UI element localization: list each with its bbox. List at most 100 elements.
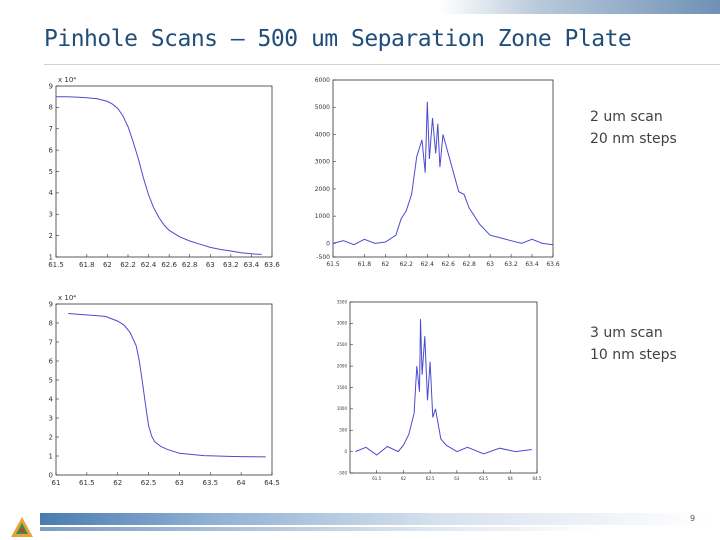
x-tick-label: 62 (103, 261, 112, 269)
exponent-label: x 10⁴ (58, 294, 76, 302)
y-tick-label: 5 (49, 376, 53, 384)
chart-3um-derivative: 61.5 62 62.5 63 63.5 64 64.5 -500 0 500 1000 1500 20… (337, 299, 542, 481)
y-tick-label: 3000 (315, 159, 330, 166)
x-tick-label: 61.5 (48, 261, 64, 269)
x-tick-label: 64.5 (533, 476, 542, 481)
y-tick-label: 3000 (337, 321, 348, 326)
footer-accent-bar (40, 513, 710, 525)
x-tick-label: 64 (237, 479, 246, 487)
y-tick-label: 2 (49, 232, 53, 240)
series-line (68, 313, 266, 458)
x-tick-label: 61.5 (326, 261, 340, 268)
x-tick-label: 62 (382, 261, 390, 268)
y-tick-label: 9 (49, 300, 53, 308)
series-line (332, 101, 554, 246)
x-tick-label: 62.6 (442, 261, 456, 268)
y-tick-label: 2 (49, 433, 53, 441)
y-tick-label: 9 (49, 82, 53, 90)
y-tick-label: 5 (49, 168, 53, 176)
exponent-label: x 10⁴ (58, 76, 76, 84)
x-tick-label: 62 (113, 479, 122, 487)
x-tick-label: 63 (206, 261, 215, 269)
plot-frame (332, 79, 554, 258)
x-tick-label: 61.5 (372, 476, 381, 481)
y-tick-label: 1 (49, 253, 53, 261)
x-tick-label: 62.5 (426, 476, 435, 481)
x-tick-label: 62.6 (161, 261, 177, 269)
note-2um-scan: 2 um scan (590, 109, 663, 125)
series-line (355, 319, 532, 456)
x-tick-label: 63 (454, 476, 460, 481)
x-tick-label: 62.8 (463, 261, 477, 268)
note-3um: 3 um scan 10 nm steps (590, 322, 677, 366)
chart-2um-integral: 61.5 61.8 62 62.2 62.4 62.6 62.8 63 63.2 63.4 63.6… (48, 76, 280, 269)
y-tick-label: 500 (339, 428, 347, 433)
y-tick-label: 0 (326, 240, 330, 247)
x-tick-label: 61.8 (79, 261, 95, 269)
page-number: 9 (690, 514, 696, 523)
x-tick-label: 63.6 (546, 261, 560, 268)
x-tick-label: 61.5 (79, 479, 95, 487)
title-divider (44, 64, 720, 65)
x-tick-label: 61.8 (358, 261, 372, 268)
note-2um: 2 um scan 20 nm steps (590, 106, 677, 150)
y-tick-label: 2000 (337, 363, 348, 368)
x-tick-label: 63.5 (479, 476, 488, 481)
series-line (56, 96, 262, 255)
x-tick-label: 62.8 (182, 261, 198, 269)
y-tick-label: 5000 (315, 104, 330, 111)
y-tick-label: -500 (338, 470, 348, 475)
x-tick-label: 63.4 (244, 261, 260, 269)
y-tick-label: 7 (49, 125, 53, 133)
top-accent-bar (440, 0, 720, 14)
y-tick-label: 3500 (337, 299, 348, 304)
x-tick-label: 62 (401, 476, 407, 481)
x-tick-label: 64.5 (264, 479, 280, 487)
x-tick-label: 64 (508, 476, 514, 481)
plot-frame (349, 301, 538, 474)
x-tick-label: 63 (175, 479, 184, 487)
y-tick-label: 6000 (315, 77, 330, 84)
y-tick-label: 2500 (337, 342, 348, 347)
x-tick-label: 62.2 (120, 261, 136, 269)
x-tick-label: 62.4 (421, 261, 435, 268)
y-tick-label: 6 (49, 146, 54, 154)
y-tick-label: 4000 (315, 131, 330, 138)
y-tick-label: 8 (49, 319, 53, 327)
chart-3um-integral: 61 61.5 62 62.5 63 63.5 64 64.5 0 1 2 3 4 5 6 7 8 9 x 10⁴ (49, 294, 280, 487)
x-tick-label: 62.5 (141, 479, 157, 487)
y-tick-label: 4 (49, 395, 54, 403)
logo-icon (11, 517, 33, 537)
x-tick-label: 62.2 (400, 261, 414, 268)
note-3um-steps: 10 nm steps (590, 347, 677, 363)
y-tick-label: 2000 (315, 186, 330, 193)
x-tick-label: 63 (486, 261, 494, 268)
x-tick-label: 61 (52, 479, 61, 487)
y-tick-label: 1000 (337, 406, 348, 411)
slide-title: Pinhole Scans – 500 um Separation Zone P… (44, 26, 632, 52)
note-3um-scan: 3 um scan (590, 325, 663, 341)
y-tick-label: 8 (49, 104, 53, 112)
y-tick-label: 0 (344, 449, 347, 454)
footer-accent-line (40, 527, 600, 531)
x-tick-label: 62.4 (141, 261, 157, 269)
plot-frame (55, 303, 273, 476)
y-tick-label: 3 (49, 211, 53, 219)
x-tick-label: 63.5 (202, 479, 218, 487)
y-tick-label: 6 (49, 357, 54, 365)
y-tick-label: 4 (49, 189, 54, 197)
y-tick-label: 3 (49, 414, 53, 422)
chart-2um-derivative: 61.5 61.8 62 62.2 62.4 62.6 62.8 63 63.2 63.4 63.6… (315, 77, 560, 268)
plot-frame (55, 85, 273, 258)
y-tick-label: -500 (316, 254, 330, 261)
y-tick-label: 1000 (315, 213, 330, 220)
x-tick-label: 63.2 (223, 261, 239, 269)
x-tick-label: 63.6 (264, 261, 280, 269)
y-tick-label: 1 (49, 452, 53, 460)
y-tick-label: 1500 (337, 385, 348, 390)
x-tick-label: 63.2 (504, 261, 518, 268)
y-tick-label: 7 (49, 338, 53, 346)
y-tick-label: 0 (49, 471, 53, 479)
x-tick-label: 63.4 (525, 261, 539, 268)
note-2um-steps: 20 nm steps (590, 131, 677, 147)
